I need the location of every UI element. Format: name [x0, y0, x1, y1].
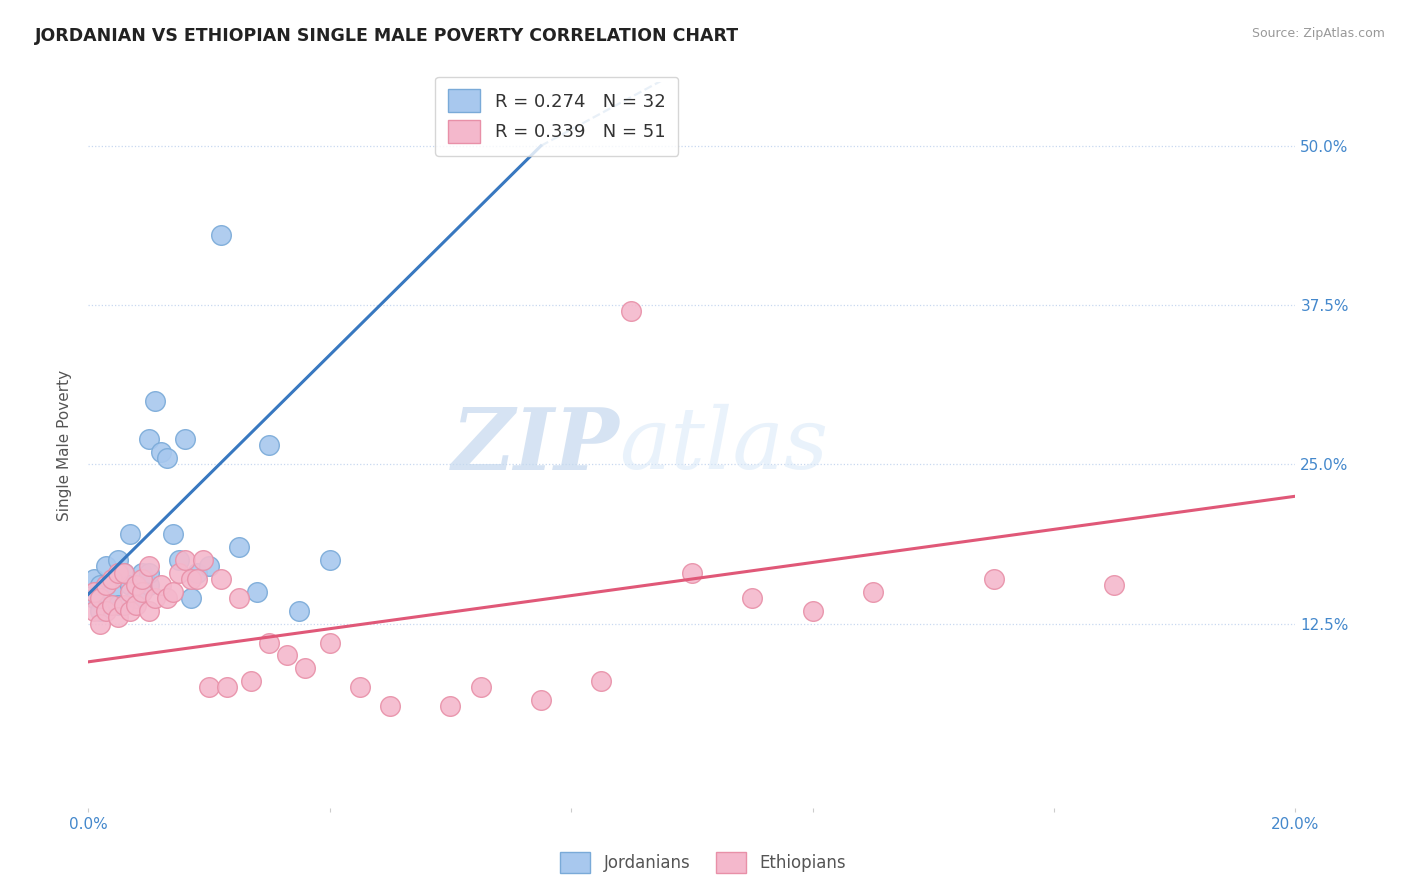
- Point: [107, 610, 129, 624]
- Point: [89, 578, 111, 592]
- Point: [125, 598, 148, 612]
- Point: [156, 450, 179, 465]
- Point: [101, 584, 124, 599]
- Point: [101, 572, 124, 586]
- Point: [180, 572, 202, 586]
- Point: [186, 566, 208, 580]
- Point: [131, 572, 153, 586]
- Point: [186, 572, 208, 586]
- Point: [112, 566, 135, 580]
- Point: [173, 432, 195, 446]
- Point: [591, 673, 613, 688]
- Point: [228, 591, 250, 606]
- Point: [83, 591, 105, 606]
- Point: [180, 591, 202, 606]
- Point: [138, 559, 160, 574]
- Point: [983, 572, 1005, 586]
- Point: [318, 553, 340, 567]
- Point: [257, 636, 280, 650]
- Point: [191, 553, 214, 567]
- Point: [138, 432, 160, 446]
- Point: [228, 540, 250, 554]
- Point: [349, 681, 371, 695]
- Text: JORDANIAN VS ETHIOPIAN SINGLE MALE POVERTY CORRELATION CHART: JORDANIAN VS ETHIOPIAN SINGLE MALE POVER…: [35, 27, 740, 45]
- Point: [138, 604, 160, 618]
- Point: [240, 673, 263, 688]
- Point: [378, 699, 401, 714]
- Point: [89, 604, 111, 618]
- Point: [1104, 578, 1126, 592]
- Point: [131, 584, 153, 599]
- Point: [112, 566, 135, 580]
- Point: [162, 584, 184, 599]
- Point: [470, 681, 492, 695]
- Point: [83, 584, 105, 599]
- Point: [120, 584, 142, 599]
- Point: [83, 572, 105, 586]
- Legend: R = 0.274   N = 32, R = 0.339   N = 51: R = 0.274 N = 32, R = 0.339 N = 51: [436, 77, 678, 155]
- Point: [107, 553, 129, 567]
- Point: [198, 681, 221, 695]
- Point: [125, 591, 148, 606]
- Point: [162, 527, 184, 541]
- Point: [246, 584, 269, 599]
- Point: [215, 681, 238, 695]
- Point: [149, 444, 172, 458]
- Point: [138, 566, 160, 580]
- Point: [276, 648, 298, 663]
- Point: [96, 578, 118, 592]
- Point: [125, 578, 148, 592]
- Legend: Jordanians, Ethiopians: Jordanians, Ethiopians: [554, 846, 852, 880]
- Point: [173, 553, 195, 567]
- Point: [112, 598, 135, 612]
- Y-axis label: Single Male Poverty: Single Male Poverty: [58, 369, 72, 521]
- Point: [167, 566, 190, 580]
- Text: atlas: atlas: [620, 404, 828, 487]
- Point: [439, 699, 461, 714]
- Point: [120, 578, 142, 592]
- Point: [149, 578, 172, 592]
- Point: [143, 393, 166, 408]
- Point: [681, 566, 703, 580]
- Point: [120, 527, 142, 541]
- Point: [801, 604, 824, 618]
- Point: [96, 559, 118, 574]
- Point: [107, 598, 129, 612]
- Point: [741, 591, 763, 606]
- Point: [862, 584, 884, 599]
- Point: [318, 636, 340, 650]
- Point: [101, 598, 124, 612]
- Point: [294, 661, 316, 675]
- Point: [138, 578, 160, 592]
- Point: [257, 438, 280, 452]
- Point: [83, 604, 105, 618]
- Point: [530, 693, 553, 707]
- Point: [107, 566, 129, 580]
- Point: [96, 604, 118, 618]
- Point: [131, 566, 153, 580]
- Point: [120, 604, 142, 618]
- Text: Source: ZipAtlas.com: Source: ZipAtlas.com: [1251, 27, 1385, 40]
- Point: [288, 604, 311, 618]
- Point: [89, 591, 111, 606]
- Point: [198, 559, 221, 574]
- Point: [209, 227, 232, 242]
- Point: [167, 553, 190, 567]
- Point: [156, 591, 179, 606]
- Point: [143, 591, 166, 606]
- Point: [96, 578, 118, 592]
- Text: ZIP: ZIP: [451, 403, 620, 487]
- Point: [89, 616, 111, 631]
- Point: [209, 572, 232, 586]
- Point: [620, 304, 643, 318]
